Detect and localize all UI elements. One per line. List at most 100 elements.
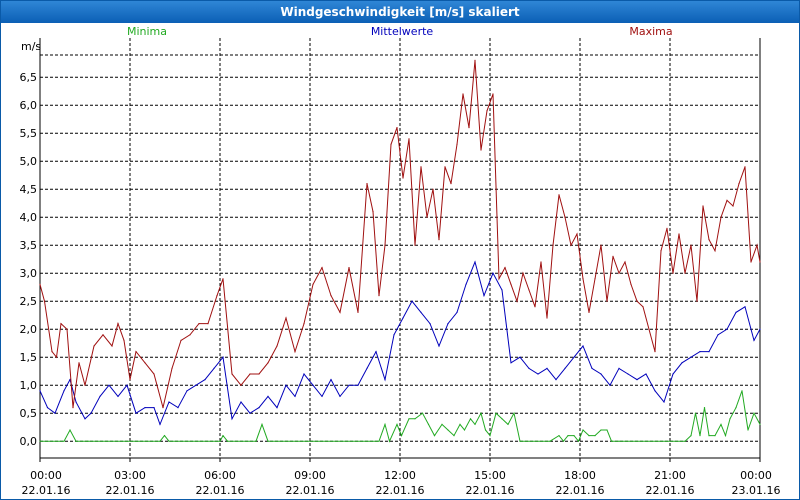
- data-point: [660, 250, 662, 252]
- y-tick-label: 3,0: [20, 267, 38, 280]
- data-point: [606, 300, 608, 302]
- data-point: [426, 216, 428, 218]
- data-point: [459, 423, 461, 425]
- y-tick-label: 1,5: [20, 351, 38, 364]
- x-tick-time: 21:00: [654, 469, 686, 482]
- data-point: [258, 373, 260, 375]
- data-point: [75, 440, 77, 442]
- data-point: [546, 317, 548, 319]
- data-point: [55, 356, 58, 358]
- data-point: [303, 373, 305, 375]
- data-point: [546, 367, 548, 369]
- data-point: [510, 362, 512, 364]
- data-point: [690, 435, 692, 437]
- data-point: [714, 435, 716, 437]
- x-tick-date: 22.01.16: [556, 484, 605, 497]
- data-point: [213, 367, 215, 369]
- data-point: [684, 272, 686, 274]
- data-point: [375, 351, 377, 353]
- data-point: [717, 334, 719, 336]
- y-axis-unit: m/s: [21, 40, 41, 53]
- data-point: [402, 317, 404, 319]
- data-point: [153, 407, 155, 409]
- legend-minima: Minima: [127, 25, 167, 38]
- x-tick-time: 12:00: [384, 469, 416, 482]
- data-point: [321, 395, 323, 397]
- data-point: [69, 379, 71, 381]
- data-point: [513, 412, 515, 414]
- data-point: [438, 345, 440, 347]
- data-point: [672, 373, 674, 375]
- data-point: [606, 429, 608, 431]
- data-point: [330, 295, 332, 297]
- data-point: [219, 440, 221, 442]
- x-tick-date: 22.01.16: [106, 484, 155, 497]
- data-point: [648, 328, 650, 330]
- data-point: [702, 205, 704, 207]
- data-point: [759, 261, 761, 263]
- data-point: [618, 367, 620, 369]
- data-point: [186, 390, 188, 392]
- data-point: [84, 418, 86, 420]
- x-tick-date: 22.01.16: [466, 484, 515, 497]
- data-point: [708, 239, 710, 241]
- grid-layer: [40, 38, 760, 458]
- data-point: [427, 423, 430, 425]
- data-point: [519, 440, 521, 442]
- data-point: [126, 384, 128, 386]
- data-point: [195, 384, 197, 386]
- data-point: [433, 435, 436, 437]
- data-point: [741, 390, 743, 392]
- data-point: [729, 418, 731, 420]
- data-point: [501, 289, 503, 291]
- data-point: [507, 423, 509, 425]
- data-point: [117, 323, 119, 325]
- data-point: [489, 435, 491, 437]
- data-point: [663, 401, 665, 403]
- data-point: [562, 440, 565, 442]
- data-point: [474, 59, 476, 62]
- data-point: [255, 440, 257, 442]
- data-point: [573, 435, 575, 437]
- data-point: [577, 440, 580, 442]
- data-point: [738, 183, 740, 185]
- x-tick-time: 06:00: [204, 469, 236, 482]
- label-layer: 0,0 0,5 1,0 1,5 2,0 2,5 3,0 3,5 4,0 4,5 5,0 5,5 6,0 6…: [20, 25, 781, 497]
- data-point: [135, 351, 137, 353]
- data-point: [444, 166, 446, 168]
- data-point: [498, 278, 500, 280]
- data-point: [699, 351, 701, 353]
- data-point: [429, 323, 431, 325]
- data-point: [724, 435, 727, 437]
- data-point: [636, 379, 638, 381]
- data-point: [249, 373, 251, 375]
- data-point: [672, 272, 674, 274]
- data-point: [390, 143, 392, 145]
- data-point: [153, 373, 155, 375]
- x-tick-date: 22.01.16: [196, 484, 245, 497]
- data-point: [90, 412, 92, 414]
- data-point: [519, 356, 521, 358]
- data-point: [468, 127, 470, 129]
- data-point: [600, 373, 602, 375]
- data-point: [261, 423, 263, 425]
- data-point: [285, 384, 287, 386]
- data-point: [39, 390, 41, 392]
- data-point: [465, 283, 467, 285]
- y-tick-label: 3,5: [20, 239, 38, 252]
- data-point: [276, 407, 278, 409]
- data-point: [588, 435, 590, 437]
- data-point: [384, 244, 386, 246]
- data-point: [600, 429, 602, 431]
- x-tick-time: 00:00: [30, 469, 62, 482]
- data-point: [630, 283, 632, 285]
- data-point: [159, 423, 161, 425]
- data-point: [78, 362, 80, 364]
- y-tick-label: 4,5: [20, 183, 38, 196]
- data-point: [636, 300, 638, 302]
- data-point: [694, 412, 697, 414]
- data-point: [93, 345, 95, 347]
- data-point: [732, 205, 734, 207]
- data-point: [66, 328, 68, 330]
- data-point: [735, 407, 737, 409]
